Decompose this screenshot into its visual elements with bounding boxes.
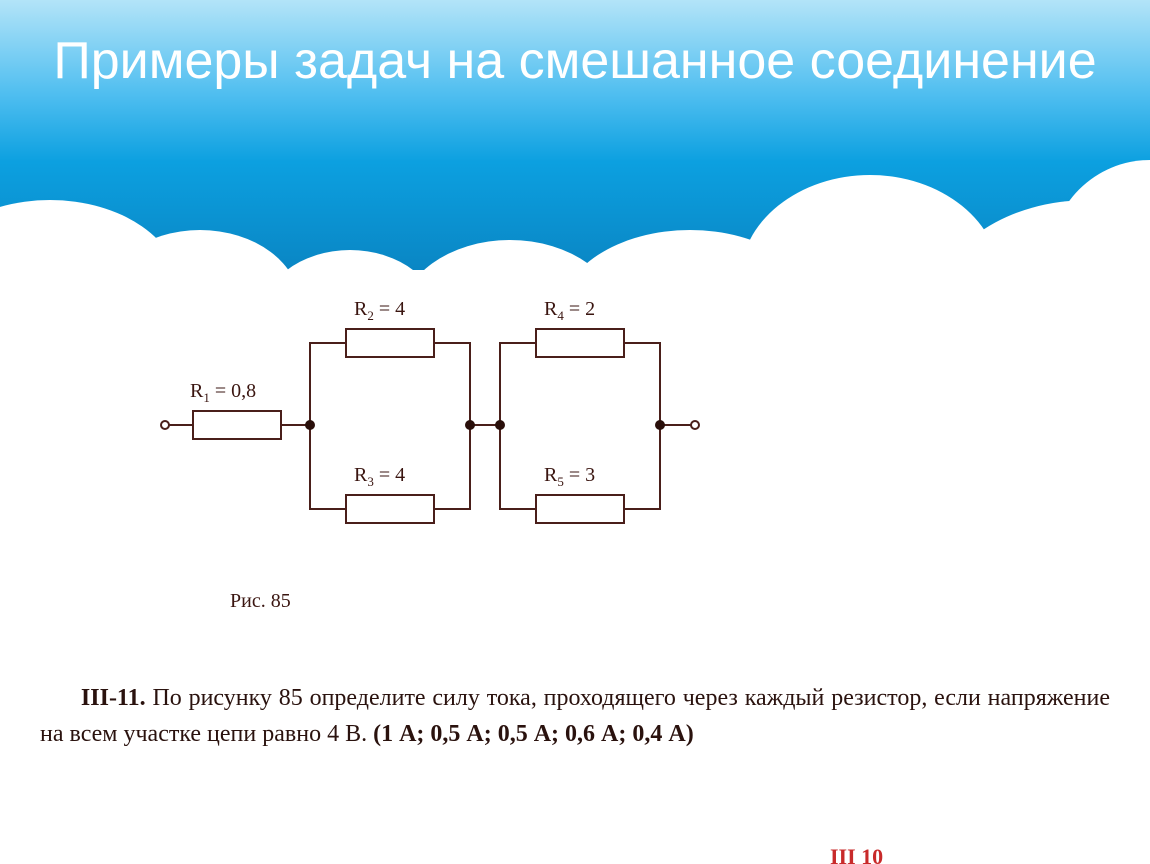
label-base: R	[544, 464, 557, 486]
resistor-r5	[535, 494, 625, 524]
label-eq: = 2	[564, 298, 595, 320]
circuit-terminal-right	[690, 420, 700, 430]
problem-number: III-11.	[81, 685, 146, 711]
figure-caption: Рис. 85	[230, 590, 291, 613]
circuit-node	[495, 420, 505, 430]
circuit-diagram: R1 = 0,8 R2 = 4 R3 = 4 R4 = 2 R5 = 3	[140, 280, 760, 560]
label-r3: R3 = 4	[354, 464, 405, 490]
label-eq: = 3	[564, 464, 595, 486]
problem-answers: (1 А; 0,5 А; 0,5 А; 0,6 А; 0,4 А)	[373, 721, 694, 747]
problem-text: III-11. По рисунку 85 определите силу то…	[40, 680, 1110, 752]
label-base: R	[354, 464, 367, 486]
label-r1: R1 = 0,8	[190, 380, 256, 406]
wire	[310, 508, 345, 510]
resistor-r4	[535, 328, 625, 358]
cutoff-fragment: III 10	[830, 844, 883, 864]
wire	[435, 342, 470, 344]
slide: Примеры задач на смешанное соединение	[0, 0, 1150, 864]
wire	[500, 508, 535, 510]
circuit-node	[305, 420, 315, 430]
label-r4: R4 = 2	[544, 298, 595, 324]
label-eq: = 0,8	[210, 380, 256, 402]
circuit-node	[655, 420, 665, 430]
wire	[500, 342, 535, 344]
circuit-terminal-left	[160, 420, 170, 430]
circuit-node	[465, 420, 475, 430]
label-base: R	[190, 380, 203, 402]
resistor-r2	[345, 328, 435, 358]
wire	[625, 342, 660, 344]
wire	[435, 508, 470, 510]
label-eq: = 4	[374, 464, 405, 486]
label-r5: R5 = 3	[544, 464, 595, 490]
wire	[310, 342, 345, 344]
resistor-r1	[192, 410, 282, 440]
header-band: Примеры задач на смешанное соединение	[0, 0, 1150, 270]
label-base: R	[544, 298, 557, 320]
resistor-r3	[345, 494, 435, 524]
slide-title: Примеры задач на смешанное соединение	[0, 30, 1150, 92]
label-r2: R2 = 4	[354, 298, 405, 324]
label-base: R	[354, 298, 367, 320]
wire	[625, 508, 660, 510]
label-eq: = 4	[374, 298, 405, 320]
